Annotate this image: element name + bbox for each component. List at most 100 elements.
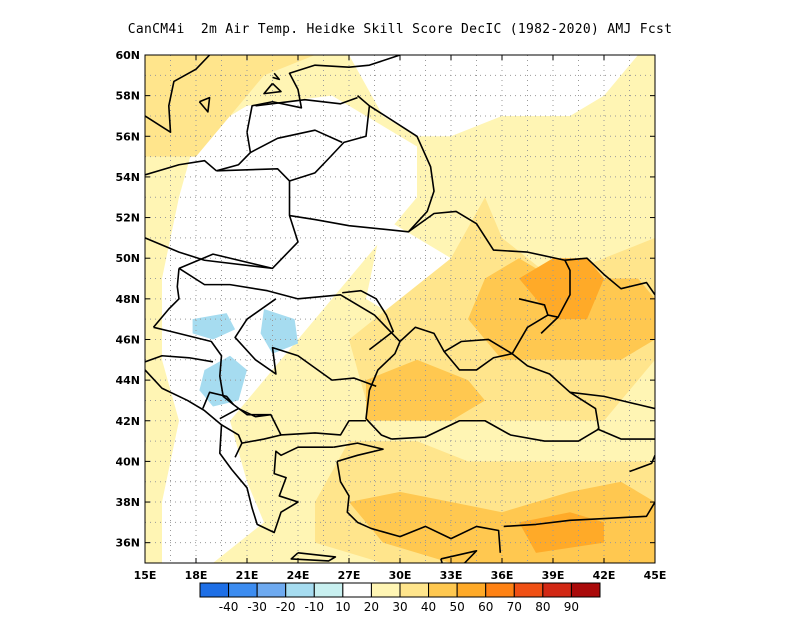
colorbar-label: 30 xyxy=(392,600,407,614)
map-boundary-line xyxy=(145,159,217,176)
map-boundary-line xyxy=(333,442,384,463)
map-boundary-line xyxy=(255,96,358,107)
map-boundary-line xyxy=(250,129,343,154)
map-boundary-line xyxy=(569,391,655,410)
y-tick-label: 56N xyxy=(115,130,140,143)
colorbar-swatch xyxy=(485,582,515,598)
colorbar-label: -40 xyxy=(219,600,239,614)
colorbar-swatch xyxy=(228,582,258,598)
map-boundary-line xyxy=(272,72,281,81)
map-boundary-line xyxy=(399,326,445,353)
map-boundary-line xyxy=(289,210,571,318)
colorbar-label: -30 xyxy=(247,600,267,614)
map-boundary-line xyxy=(152,268,180,328)
colorbar-label: 10 xyxy=(335,600,350,614)
colorbar-label: 90 xyxy=(564,600,579,614)
colorbar-swatch xyxy=(456,582,487,598)
colorbar-label: 60 xyxy=(478,600,493,614)
chart-title: CanCM4i 2m Air Temp. Heidke Skill Score … xyxy=(127,22,673,37)
map-boundary-line xyxy=(145,369,334,534)
colorbar-label: 50 xyxy=(450,600,465,614)
x-tick-label: 33E xyxy=(440,569,463,582)
region-40-50-11 xyxy=(519,258,604,320)
colorbar-swatch xyxy=(313,582,344,598)
map-boundary-line xyxy=(629,454,655,473)
map-boundary-line xyxy=(221,424,243,458)
map-boundary-line xyxy=(234,298,377,387)
map-boundary-line xyxy=(511,314,600,430)
x-tick-label: 36E xyxy=(491,569,514,582)
map-boundary-line xyxy=(178,167,299,270)
colorbar-label: 20 xyxy=(364,600,379,614)
map-boundary-line xyxy=(290,552,337,562)
colorbar-swatch xyxy=(513,582,544,598)
x-tick-label: 27E xyxy=(338,569,361,582)
skill-score-field xyxy=(145,55,655,563)
map-boundary-line xyxy=(216,132,252,172)
map-boundary-line xyxy=(198,96,211,113)
map-boundary-line xyxy=(564,257,655,296)
colorbar-swatch xyxy=(256,582,287,598)
map-boundary-line xyxy=(145,55,211,134)
map-boundary-line xyxy=(219,407,271,420)
map-boundary-line xyxy=(241,434,282,444)
y-tick-label: 60N xyxy=(115,49,140,62)
x-tick-label: 18E xyxy=(185,569,208,582)
map-boundary-line xyxy=(336,461,502,553)
colorbar-swatch xyxy=(542,582,572,598)
map-boundary-line xyxy=(178,267,401,440)
map-boundary-line xyxy=(342,289,395,351)
colorbar-swatch xyxy=(285,582,315,598)
colorbar: -40 -30 -20 -10 10 20 30 40 50 60 70 80 90 xyxy=(199,582,601,614)
colorbar-label: -20 xyxy=(276,600,296,614)
coastlines-borders xyxy=(145,55,655,563)
y-tick-label: 44N xyxy=(115,374,140,387)
map-boundary-line xyxy=(145,237,273,270)
region--20--10-14 xyxy=(199,355,247,407)
map-boundary-line xyxy=(596,428,655,440)
y-tick-label: 36N xyxy=(115,537,140,550)
colorbar-swatch xyxy=(570,582,601,598)
y-tick-label: 46N xyxy=(115,333,140,346)
x-tick-label: 24E xyxy=(287,569,310,582)
map-boundary-line xyxy=(503,501,655,528)
colorbar-label: 40 xyxy=(421,600,436,614)
y-tick-label: 40N xyxy=(115,455,140,468)
map-boundary-line xyxy=(440,550,478,563)
y-tick-label: 42N xyxy=(115,415,140,428)
colorbar-swatch xyxy=(370,582,401,598)
colorbar-label: 70 xyxy=(507,600,522,614)
axis-ticks: 15E 18E 21E 24E 27E 30E 33E 36E 39E 42E 45E 36N 38N 4… xyxy=(115,49,666,582)
map-boundary-line xyxy=(145,354,214,363)
x-tick-label: 39E xyxy=(542,569,565,582)
map-boundary-line xyxy=(246,55,401,133)
map-boundary-line xyxy=(443,338,513,371)
colorbar-label: 80 xyxy=(535,600,550,614)
colorbar-swatch xyxy=(199,582,230,598)
region--20--10-13 xyxy=(260,309,298,354)
y-tick-label: 52N xyxy=(115,212,140,225)
x-tick-label: 42E xyxy=(593,569,616,582)
map-boundary-line xyxy=(518,298,549,316)
y-tick-label: 38N xyxy=(115,496,140,509)
region--10-10-4 xyxy=(162,420,264,563)
region-20-30-5 xyxy=(145,55,315,157)
x-tick-label: 15E xyxy=(134,569,157,582)
colorbar-swatch xyxy=(399,582,430,598)
colorbar-swatch xyxy=(428,582,458,598)
colorbar-swatch xyxy=(342,582,372,598)
map-boundary-line xyxy=(202,391,235,409)
map-boundary-line xyxy=(368,105,435,233)
x-tick-label: 30E xyxy=(389,569,412,582)
map-boundary-line xyxy=(263,82,282,95)
y-tick-label: 58N xyxy=(115,90,140,103)
region--20--10-15 xyxy=(192,313,236,340)
map-boundary-line xyxy=(391,419,600,442)
colorbar-label: -10 xyxy=(304,600,324,614)
y-tick-label: 50N xyxy=(115,252,140,265)
y-tick-label: 48N xyxy=(115,293,140,306)
x-tick-label: 21E xyxy=(236,569,259,582)
region--10-10-1 xyxy=(162,95,417,442)
x-tick-label: 45E xyxy=(644,569,667,582)
